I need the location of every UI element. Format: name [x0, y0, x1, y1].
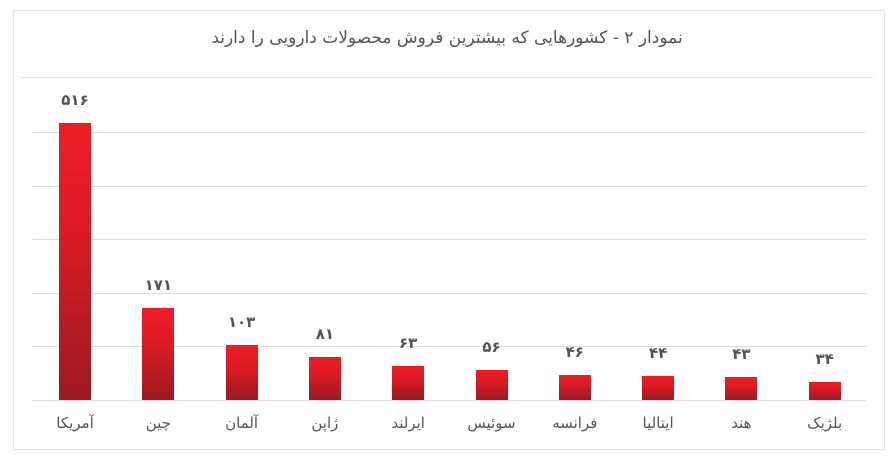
bar-value-label: ۴۴	[648, 344, 668, 363]
category-label: فرانسه	[552, 414, 598, 432]
baseline-axis	[32, 400, 866, 401]
category-label: آلمان	[225, 414, 259, 432]
category-label: آمریکا	[56, 414, 94, 432]
bar	[59, 123, 91, 400]
bar-value-label: ۸۱	[315, 324, 335, 343]
bar-value-label: ۴۳	[732, 344, 751, 363]
gridline	[32, 239, 866, 241]
chart-title: نمودار ۲ - کشورهایی که بیشترین فروش محصو…	[211, 28, 683, 48]
bar-value-label: ۱۰۳	[227, 312, 256, 331]
bar	[725, 376, 758, 400]
bar	[142, 308, 175, 400]
category-label: بلژیک	[807, 414, 843, 432]
category-label: ایتالیا	[642, 414, 674, 432]
bar-value-label: ۵۶	[482, 337, 501, 356]
bar-value-label: ۶۳	[399, 334, 418, 353]
plot-area: ۵۱۶ آمریکا ۱۷۱ چین ۱۰۳ آلمان ۸۱ ژاپن ۶۳ ایرلند ۵۶ س…	[32, 0, 866, 461]
category-label: هند	[731, 414, 752, 432]
category-label: سوئیس	[467, 414, 516, 432]
gridline	[32, 292, 866, 294]
gridline	[32, 185, 866, 187]
title-divider	[20, 77, 873, 78]
bar-value-label: ۴۶	[565, 343, 584, 362]
bar	[392, 366, 425, 400]
category-label: چین	[145, 414, 171, 432]
category-label: ژاپن	[311, 414, 339, 432]
gridline	[32, 346, 866, 348]
bar	[642, 376, 675, 400]
bar-value-label: ۱۷۱	[144, 276, 173, 295]
bar	[225, 344, 258, 400]
category-label: ایرلند	[391, 414, 425, 432]
bar-value-label: ۵۱۶	[61, 91, 89, 110]
bar	[475, 369, 508, 400]
bar-value-label: ۳۴	[815, 349, 834, 368]
bar	[558, 375, 591, 400]
bar	[808, 381, 841, 400]
bar	[308, 356, 341, 400]
gridline	[32, 132, 866, 133]
